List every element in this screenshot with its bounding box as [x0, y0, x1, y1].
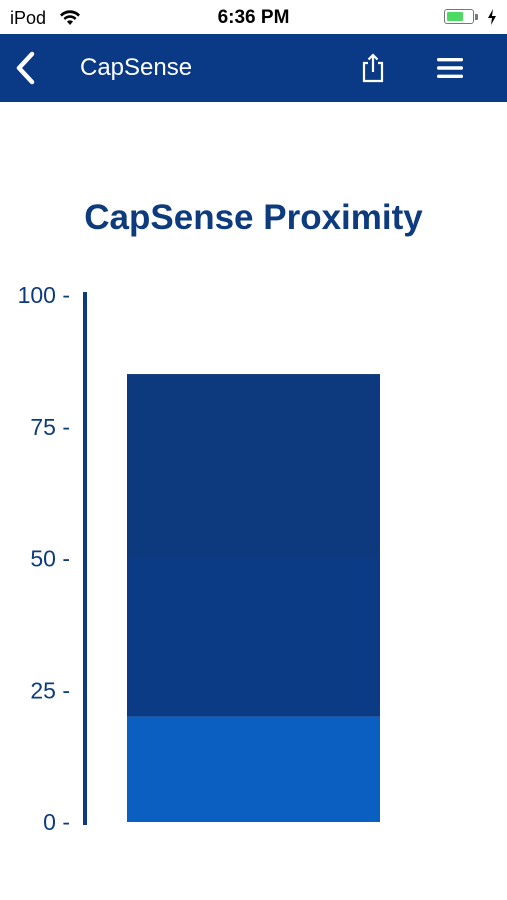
bar-segment-1 [127, 716, 380, 822]
y-tick-label: 0 - [43, 809, 70, 835]
status-time: 6:36 PM [217, 7, 290, 28]
battery-tip [475, 14, 478, 20]
share-icon [362, 53, 384, 83]
chevron-left-icon [16, 51, 35, 85]
carrier-label: iPod [10, 8, 47, 28]
y-tick-label: 75 - [30, 414, 70, 440]
y-tick-label: 50 - [30, 546, 70, 572]
menu-button[interactable] [430, 50, 470, 86]
chart-title: CapSense Proximity [84, 198, 423, 237]
nav-bar: CapSense [0, 34, 507, 102]
y-tick-label: 100 - [18, 282, 70, 308]
bar-segment-2 [127, 558, 380, 717]
share-button[interactable] [356, 50, 390, 86]
hamburger-menu-icon [437, 58, 463, 78]
battery-level-fill [447, 12, 464, 21]
back-button[interactable] [8, 46, 48, 90]
y-tick-label: 25 - [30, 677, 70, 703]
battery-icon [444, 9, 474, 24]
wifi-icon [60, 10, 80, 25]
bar-segment-3 [127, 374, 380, 559]
nav-title: CapSense [80, 54, 193, 81]
charging-bolt-icon [488, 9, 496, 25]
status-bar: iPod 6:36 PM [0, 0, 507, 34]
proximity-bar-chart: 0 - 25 - 50 - 75 - 100 - [18, 282, 380, 835]
